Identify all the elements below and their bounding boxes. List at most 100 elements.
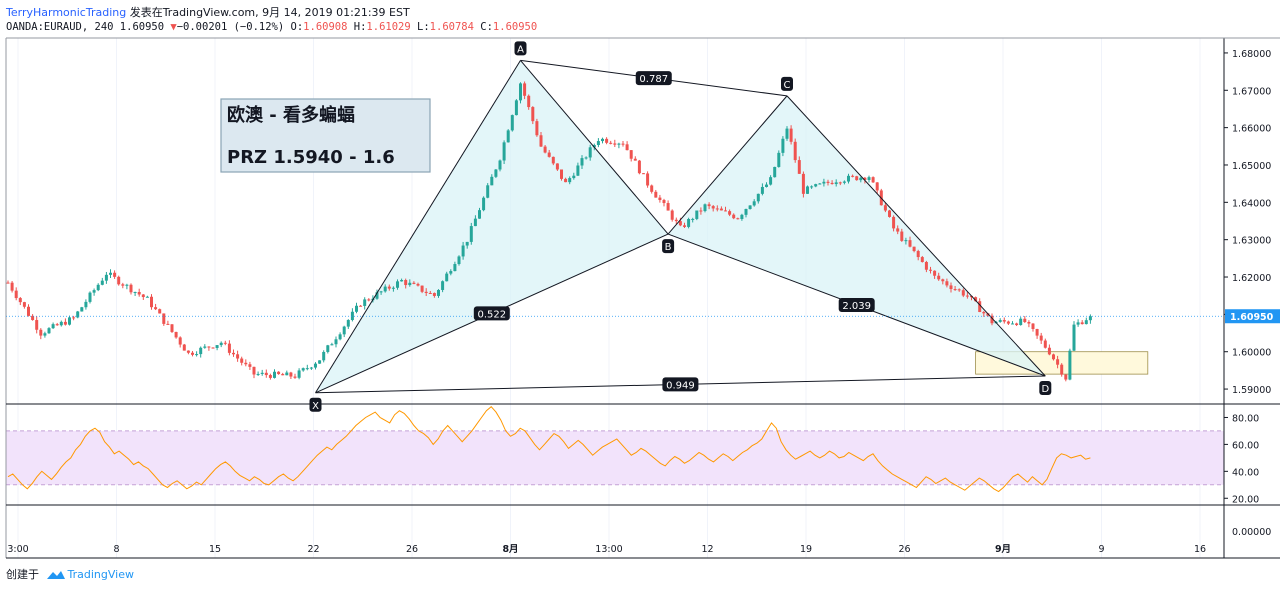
high-value: 1.61029: [366, 21, 411, 33]
candle-body: [592, 145, 596, 148]
candle-body: [654, 191, 658, 198]
candle-body: [760, 186, 764, 194]
candle-body: [182, 344, 186, 351]
candle-body: [379, 291, 383, 293]
time-tick-label: 26: [898, 544, 910, 555]
point-label: D: [1041, 384, 1049, 395]
candle-body: [740, 214, 744, 219]
candle-body: [51, 324, 55, 329]
candle-body: [203, 346, 207, 348]
candle-body: [39, 329, 43, 336]
candle-body: [309, 367, 313, 369]
candle-body: [43, 333, 47, 336]
candle-body: [22, 302, 26, 307]
price-tick-label: 1.63000: [1232, 236, 1271, 247]
candle-body: [748, 205, 752, 210]
candle-body: [232, 352, 235, 355]
candle-body: [268, 375, 272, 378]
candle-body: [1060, 364, 1064, 375]
candle-body: [957, 289, 961, 291]
candle-body: [871, 177, 875, 183]
candle-body: [63, 321, 67, 325]
time-tick-label: 16: [1194, 544, 1206, 555]
candle-body: [223, 342, 227, 344]
candle-body: [621, 143, 625, 145]
candle-body: [322, 351, 326, 361]
candle-body: [859, 177, 863, 181]
candle-body: [117, 276, 121, 285]
candle-body: [625, 144, 629, 151]
ratio-badge: [635, 71, 672, 86]
candle-body: [637, 160, 641, 174]
candle-body: [560, 169, 563, 179]
candle-body: [346, 320, 350, 327]
candle-body: [1006, 321, 1010, 324]
candle-body: [728, 211, 732, 215]
open-value: 1.60908: [303, 21, 348, 33]
candle-body: [408, 282, 412, 286]
candle-body: [47, 328, 51, 334]
candle-body: [711, 206, 715, 209]
price-tick-label: 1.67000: [1232, 86, 1271, 97]
candle-body: [806, 186, 809, 194]
candle-body: [937, 275, 941, 280]
symbol-label: OANDA:EURAUD, 240: [6, 21, 114, 33]
candle-body: [387, 286, 391, 289]
pattern-triangle-xab: [315, 60, 669, 393]
candle-body: [564, 178, 568, 183]
candle-body: [150, 296, 153, 308]
point-badge: [309, 397, 322, 412]
footer-brand[interactable]: TradingView: [67, 568, 134, 581]
annotation-box[interactable]: 欧澳 - 看多蝙蝠 PRZ 1.5940 - 1.6: [220, 98, 431, 173]
candle-body: [842, 181, 846, 183]
candle-body: [998, 320, 1002, 322]
candle-body: [551, 156, 555, 164]
candle-body: [732, 214, 736, 219]
candle-body: [986, 313, 990, 316]
time-tick-label: 8: [113, 544, 119, 555]
candle-body: [658, 197, 662, 201]
candle-body: [1027, 322, 1031, 324]
time-tick-label: 26: [406, 544, 418, 555]
candle-body: [1052, 354, 1055, 360]
point-label: B: [665, 242, 672, 253]
candle-body: [982, 312, 986, 314]
candle-body: [613, 143, 617, 145]
author-link[interactable]: TerryHarmonicTrading: [6, 6, 127, 19]
candle-body: [867, 177, 871, 180]
candle-body: [207, 346, 211, 348]
candle-body: [59, 321, 63, 326]
candle-body: [810, 186, 814, 188]
candle-body: [691, 218, 695, 220]
candle-body: [301, 368, 305, 371]
candle-body: [773, 166, 777, 178]
candle-body: [88, 292, 92, 302]
candle-body: [240, 358, 244, 363]
candle-body: [924, 261, 928, 270]
candle-body: [1031, 323, 1035, 330]
annotation-title: 欧澳 - 看多蝙蝠: [227, 104, 355, 126]
candle-body: [412, 282, 416, 284]
candle-body: [695, 210, 699, 219]
candle-body: [543, 146, 547, 153]
candle-body: [457, 256, 461, 265]
candle-body: [1068, 350, 1072, 380]
candle-body: [703, 204, 707, 212]
candle-body: [6, 282, 10, 284]
leg-bc: [667, 95, 788, 235]
tradingview-logo-icon: [46, 570, 65, 579]
candle-body: [363, 299, 367, 306]
candle-body: [211, 347, 215, 349]
candle-body: [158, 309, 162, 314]
candle-body: [601, 138, 604, 142]
candle-body: [35, 320, 39, 330]
candle-body: [933, 270, 937, 276]
leg-xa: [315, 60, 521, 394]
price-tick-label: 1.65000: [1232, 161, 1271, 172]
candle-body: [330, 344, 334, 346]
candle-body: [219, 342, 223, 346]
candle-body: [941, 279, 945, 282]
pattern-triangle-bcd: [668, 95, 1046, 376]
candle-body: [605, 138, 609, 143]
